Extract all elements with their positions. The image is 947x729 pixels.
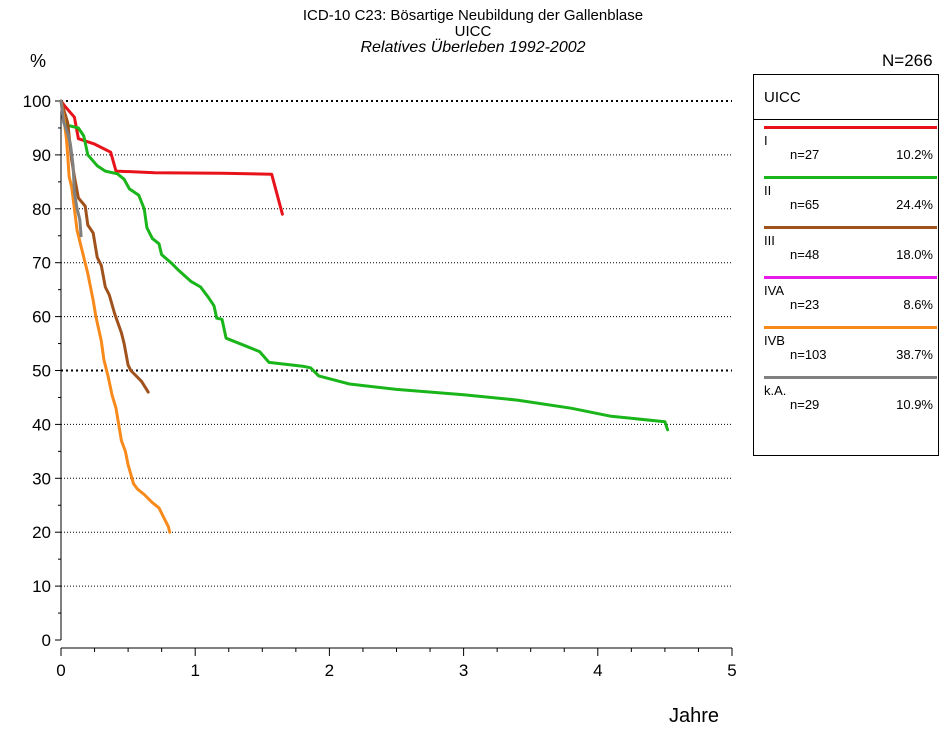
- series-line-iii: [59, 99, 150, 394]
- series-line-ka: [59, 99, 83, 238]
- chart-title: ICD-10 C23: Bösartige Neubildung der Gal…: [302, 7, 644, 24]
- legend-swatch-ii: [764, 176, 937, 179]
- legend-percent-ivb: 38.7%: [896, 347, 933, 362]
- y-tick-label-10: 10: [32, 577, 51, 596]
- series-line-ivb: [59, 99, 172, 534]
- legend-count-ii: n=65: [790, 197, 820, 212]
- y-tick-label-100: 100: [23, 92, 51, 111]
- x-tick-label-5: 5: [727, 661, 736, 680]
- legend-count-iii: n=48: [790, 247, 820, 262]
- legend-label-ka: k.A.: [764, 383, 787, 398]
- y-tick-label-0: 0: [42, 631, 51, 650]
- legend-item-ka: k.A. n=29 10.9%: [754, 376, 938, 426]
- legend-swatch-i: [764, 126, 937, 129]
- legend-count-i: n=27: [790, 147, 820, 162]
- y-tick-label-80: 80: [32, 200, 51, 219]
- legend-label-ivb: IVB: [764, 333, 785, 348]
- title-block: ICD-10 C23: Bösartige Neubildung der Gal…: [0, 8, 946, 56]
- legend-swatch-ivb: [764, 326, 937, 329]
- series-line-i: [59, 99, 284, 216]
- series-line-ii: [59, 99, 670, 432]
- x-axis-label: Jahre: [669, 705, 720, 727]
- legend-count-ivb: n=103: [790, 347, 827, 362]
- x-tick-label-3: 3: [459, 661, 468, 680]
- legend-percent-ii: 24.4%: [896, 197, 933, 212]
- legend-percent-iva: 8.6%: [903, 297, 933, 312]
- x-tick-label-2: 2: [325, 661, 334, 680]
- y-axis-label: %: [30, 51, 47, 71]
- legend-percent-ka: 10.9%: [896, 397, 933, 412]
- y-tick-label-20: 20: [32, 523, 51, 542]
- x-tick-label-0: 0: [56, 661, 65, 680]
- y-tick-label-60: 60: [32, 308, 51, 327]
- legend-label-iva: IVA: [764, 283, 784, 298]
- legend-item-ivb: IVB n=103 38.7%: [754, 326, 938, 376]
- total-count: N=266: [882, 51, 933, 70]
- legend-label-i: I: [764, 133, 768, 148]
- chart-subtitle: UICC: [454, 23, 492, 40]
- legend-count-iva: n=23: [790, 297, 820, 312]
- legend-swatch-iii: [764, 226, 937, 229]
- legend-item-ii: II n=65 24.4%: [754, 176, 938, 226]
- legend-percent-i: 10.2%: [896, 147, 933, 162]
- x-tick-label-1: 1: [190, 661, 199, 680]
- y-tick-label-70: 70: [32, 254, 51, 273]
- y-tick-label-90: 90: [32, 146, 51, 165]
- legend-item-iva: IVA n=23 8.6%: [754, 276, 938, 326]
- legend-divider: [754, 119, 938, 120]
- legend-swatch-ka: [764, 376, 937, 379]
- chart-subtitle-italic: Relatives Überleben 1992-2002: [360, 39, 586, 56]
- x-tick-label-4: 4: [593, 661, 602, 680]
- legend-label-ii: II: [764, 183, 772, 198]
- y-tick-label-40: 40: [32, 415, 51, 434]
- y-tick-label-30: 30: [32, 469, 51, 488]
- legend-percent-iii: 18.0%: [896, 247, 933, 262]
- legend-count-ka: n=29: [790, 397, 820, 412]
- y-tick-label-50: 50: [32, 362, 51, 381]
- legend-swatch-iva: [764, 276, 937, 279]
- legend-item-iii: III n=48 18.0%: [754, 226, 938, 276]
- legend-title: UICC: [764, 89, 801, 106]
- legend-label-iii: III: [764, 233, 775, 248]
